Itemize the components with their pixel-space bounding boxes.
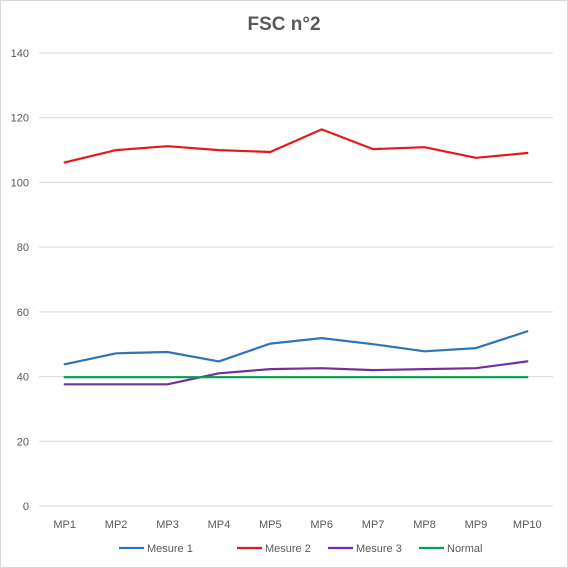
y-tick-label: 0 xyxy=(23,501,29,513)
x-tick-label: MP7 xyxy=(362,519,385,531)
y-tick-label: 140 xyxy=(11,48,29,60)
x-tick-label: MP5 xyxy=(259,519,282,531)
y-axis-tick-labels: 0 20 40 60 80 100 120 140 xyxy=(11,48,29,513)
x-tick-label: MP4 xyxy=(208,519,231,531)
x-axis-tick-labels: MP1 MP2 MP3 MP4 MP5 MP6 MP7 MP8 MP9 MP10 xyxy=(53,519,541,531)
x-tick-label: MP9 xyxy=(465,519,488,531)
y-tick-label: 40 xyxy=(17,372,29,384)
x-tick-label: MP8 xyxy=(413,519,436,531)
y-tick-label: 80 xyxy=(17,242,29,254)
gridlines xyxy=(39,52,553,507)
x-tick-label: MP10 xyxy=(513,519,542,531)
y-tick-label: 20 xyxy=(17,436,29,448)
x-tick-label: MP3 xyxy=(156,519,179,531)
chart-title: FSC n°2 xyxy=(247,14,320,35)
legend-label-normal: Normal xyxy=(447,543,482,555)
y-tick-label: 60 xyxy=(17,307,29,319)
y-tick-label: 120 xyxy=(11,113,29,125)
x-tick-label: MP2 xyxy=(105,519,128,531)
series-line-mesure-1 xyxy=(63,330,529,366)
x-tick-label: MP1 xyxy=(53,519,76,531)
y-tick-label: 100 xyxy=(11,177,29,189)
series-line-mesure-3 xyxy=(63,360,529,386)
legend-label-mesure-2: Mesure 2 xyxy=(265,543,311,555)
series-lines xyxy=(63,128,529,386)
series-line-mesure-2 xyxy=(63,128,529,164)
legend-label-mesure-1: Mesure 1 xyxy=(147,543,193,555)
legend-label-mesure-3: Mesure 3 xyxy=(356,543,402,555)
x-tick-label: MP6 xyxy=(310,519,333,531)
legend: Mesure 1 Mesure 2 Mesure 3 Normal xyxy=(119,543,482,555)
